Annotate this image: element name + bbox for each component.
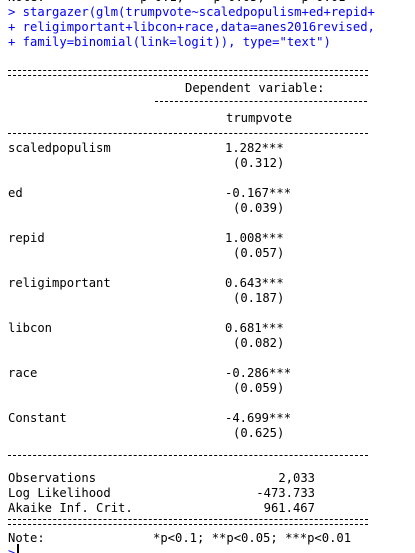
row-label: religimportant [8,276,111,290]
command-line-2: + religimportant+libcon+race,data=anes20… [8,20,375,34]
coefficient-value: -0.286*** [225,366,292,380]
standard-error-value: (0.057) [233,246,285,260]
stat-value: 961.467 [263,501,315,515]
row-label: Constant [8,411,67,425]
command-line-3: + family=binomial(link=logit)), type="te… [8,35,331,49]
standard-error-value: (0.059) [233,381,285,395]
row-label: scaledpopulism [8,141,111,155]
row-label: libcon [8,321,53,335]
row-label: repid [8,231,45,245]
command-line-1: > stargazer(glm(trumpvote~scaledpopulism… [8,5,375,19]
coefficient-value: -0.167*** [225,186,292,200]
table-top-double-rule [8,70,368,76]
coefficient-value: 1.282*** [225,141,284,155]
dependent-variable-name: trumpvote [226,111,293,125]
row-label: race [8,366,38,380]
header-underline [155,101,367,102]
standard-error-value: (0.039) [233,201,285,215]
header-bottom-rule [8,133,368,134]
dependent-variable-header: Dependent variable: [185,81,325,95]
stat-label: Akaike Inf. Crit. [8,501,133,515]
table-bottom-double-rule [8,519,368,525]
stat-value: 2,033 [278,471,315,485]
standard-error-value: (0.082) [233,336,285,350]
coefficient-value: 0.643*** [225,276,284,290]
row-label: ed [8,186,23,200]
console-prompt: > [8,546,16,553]
significance-note: *p<0.1; **p<0.05; ***p<0.01 [153,531,352,545]
standard-error-value: (0.187) [233,291,285,305]
coefficient-value: -4.699*** [225,411,292,425]
stat-label: Log Likelihood [8,486,111,500]
stats-top-rule [8,455,368,456]
note-label: Note: [8,531,45,545]
stat-label: Observations [8,471,97,485]
previous-note-line: Note: *p<0.1; **p<0.05; ***p<0.01 [8,0,346,5]
stat-value: -473.733 [256,486,315,500]
coefficient-value: 0.681*** [225,321,284,335]
standard-error-value: (0.312) [233,156,285,170]
text-cursor [17,544,19,553]
coefficient-value: 1.008*** [225,231,284,245]
standard-error-value: (0.625) [233,426,285,440]
